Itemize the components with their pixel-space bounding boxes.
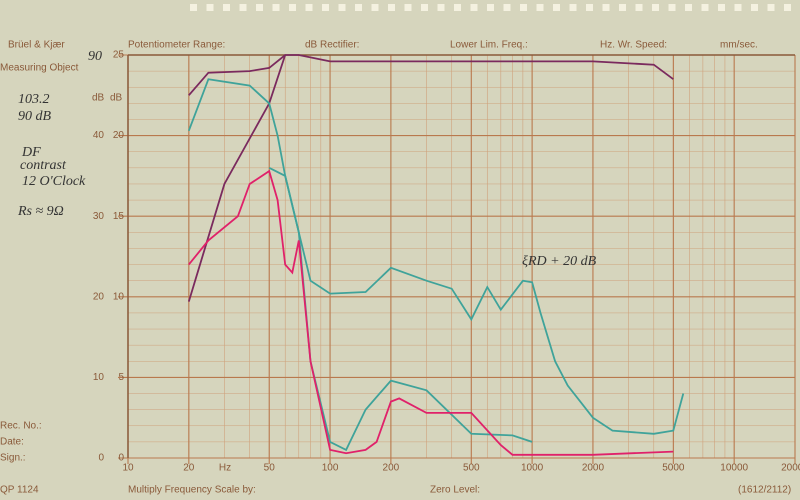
handwritten-note: DF <box>21 145 41 160</box>
response-curve <box>268 166 533 452</box>
handwritten-note: 12 O'Clock <box>22 174 86 189</box>
perforation-hole <box>569 4 577 11</box>
x-tick-label: 5000 <box>662 463 685 474</box>
perforation-hole <box>388 4 395 11</box>
perforation-hole <box>553 4 560 11</box>
x-tick-label: 50 <box>264 463 276 474</box>
perforation-hole <box>421 4 428 11</box>
perforation-hole <box>355 4 362 11</box>
header-field: Hz. Wr. Speed: <box>600 40 667 51</box>
perforation-hole <box>586 4 593 11</box>
y-tick-label: 15 <box>113 211 125 222</box>
perforation-hole <box>652 4 659 11</box>
response-curve <box>188 169 674 456</box>
y2-tick-label: 20 <box>93 291 105 302</box>
perforation-hole <box>701 4 709 11</box>
footer-field: QP 1124 <box>0 485 39 496</box>
perforation-hole <box>784 4 791 11</box>
header-field: Lower Lim. Freq.: <box>450 40 528 51</box>
perforation-hole <box>256 4 263 11</box>
header-field: Potentiometer Range: <box>128 40 225 51</box>
y-tick-label: 20 <box>113 130 125 141</box>
side-label: Sign.: <box>0 453 26 464</box>
brand: Brüel & Kjær <box>8 40 65 51</box>
perforation-hole <box>718 4 725 11</box>
perforation-hole <box>322 4 329 11</box>
perforation-hole <box>635 4 643 11</box>
perforation-hole <box>239 4 247 11</box>
x-axis-label: Hz <box>219 463 231 474</box>
perforation-hole <box>619 4 626 11</box>
y2-tick-label: 30 <box>93 211 105 222</box>
perforation-hole <box>685 4 692 11</box>
handwritten-note: contrast <box>20 158 67 173</box>
perforation-hole <box>602 4 610 11</box>
header-field: dB Rectifier: <box>305 40 359 51</box>
handwritten-note: 90 dB <box>18 109 52 124</box>
perforation-hole <box>206 4 214 11</box>
perforation-hole <box>289 4 296 11</box>
side-label: Date: <box>0 437 24 448</box>
perforation-hole <box>437 4 445 11</box>
handwritten-note: Rs ≈ 9Ω <box>17 204 64 219</box>
x-tick-label: 500 <box>463 463 480 474</box>
handwritten-note: 103.2 <box>18 92 50 107</box>
handwritten-note: ξRD + 20 dB <box>522 254 597 269</box>
perforation-hole <box>404 4 412 11</box>
side-label: Measuring Object <box>0 63 79 74</box>
perforation-hole <box>223 4 230 11</box>
perforation-hole <box>536 4 544 11</box>
perforation-hole <box>767 4 775 11</box>
x-tick-label: 20000 <box>781 463 800 474</box>
x-tick-label: 2000 <box>582 463 605 474</box>
perforation-hole <box>190 4 197 11</box>
perforation-hole <box>734 4 742 11</box>
unit: dB <box>92 93 105 104</box>
x-tick-label: 100 <box>322 463 339 474</box>
response-curve <box>187 78 685 435</box>
footer-field: (1612/2112) <box>738 485 791 496</box>
y-tick-label: 10 <box>113 291 125 302</box>
perforation-hole <box>487 4 494 11</box>
x-tick-label: 200 <box>383 463 400 474</box>
y-tick-label: 5 <box>118 372 124 383</box>
x-tick-label: 10 <box>122 463 134 474</box>
perforation-hole <box>751 4 758 11</box>
x-tick-label: 1000 <box>521 463 544 474</box>
perforation-hole <box>520 4 527 11</box>
perforation-hole <box>503 4 511 11</box>
y2-tick-label: 40 <box>93 130 105 141</box>
response-curve <box>188 54 674 96</box>
y-tick-label: 0 <box>118 453 124 464</box>
perforation-hole <box>454 4 461 11</box>
handwritten-note: 90 <box>88 49 102 64</box>
y-tick-label: 25 <box>113 50 125 61</box>
perforation-hole <box>272 4 280 11</box>
perforation-hole <box>338 4 346 11</box>
y2-tick-label: 10 <box>93 372 105 383</box>
x-tick-label: 20 <box>183 463 195 474</box>
perforation-hole <box>470 4 478 11</box>
unit: dB <box>110 93 123 104</box>
x-tick-label: 10000 <box>720 463 748 474</box>
perforation-hole <box>371 4 379 11</box>
y2-tick-label: 0 <box>98 453 104 464</box>
perforation-hole <box>305 4 313 11</box>
perforation-hole <box>668 4 676 11</box>
header-field: mm/sec. <box>720 40 758 51</box>
side-label: Rec. No.: <box>0 421 42 432</box>
footer-field: Zero Level: <box>430 485 480 496</box>
footer-field: Multiply Frequency Scale by: <box>128 485 256 496</box>
